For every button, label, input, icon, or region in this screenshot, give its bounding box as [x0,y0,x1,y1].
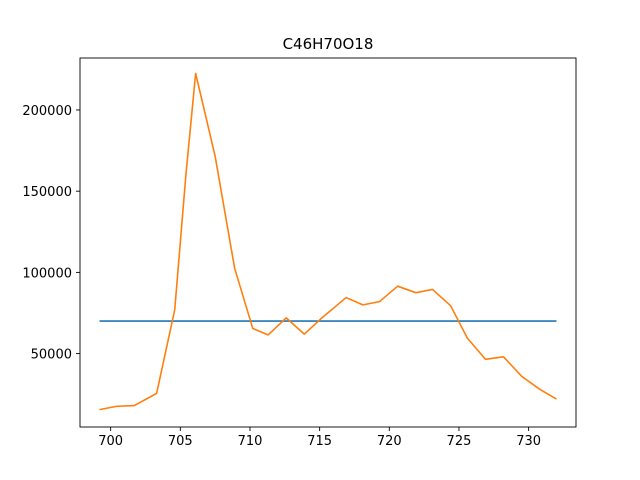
x-tick-label: 710 [238,434,263,449]
x-tick-label: 730 [516,434,541,449]
series-line-2 [99,72,557,411]
x-tick-label: 705 [168,434,193,449]
x-tick-label: 715 [307,434,332,449]
axes: 700 705 710 715 720 725 730 50000 100000 150000 20… [22,57,577,449]
x-tick-label: 700 [98,434,123,449]
y-tick-label: 100000 [22,266,72,281]
y-tick-label: 50000 [31,348,72,363]
chart-title: C46H70O18 [283,35,374,53]
y-tick-label: 200000 [22,104,72,119]
x-tick-label: 720 [377,434,402,449]
plot-lines [99,72,557,411]
y-tick-label: 150000 [22,185,72,200]
plot-frame [79,57,577,428]
x-tick-label: 725 [447,434,472,449]
